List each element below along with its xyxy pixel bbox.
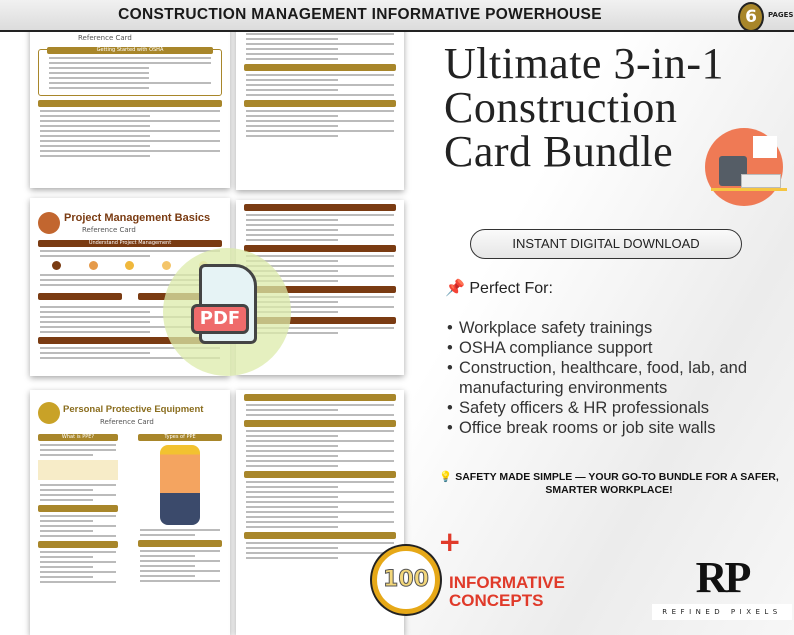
instant-download-button[interactable]: INSTANT DIGITAL DOWNLOAD (470, 229, 742, 259)
pdf-icon: PDF (163, 248, 291, 376)
ppe-subtitle: Reference Card (100, 418, 154, 426)
list-item: Safety officers & HR professionals (447, 398, 792, 418)
use-case-list: Workplace safety trainings OSHA complian… (447, 318, 792, 438)
concepts-line1: INFORMATIVE (449, 573, 565, 592)
list-item: Workplace safety trainings (447, 318, 792, 338)
brand-initials: RP (695, 553, 752, 602)
page-title: Ultimate 3-in-1 Construction Card Bundle (444, 39, 724, 176)
worker-illustration (160, 445, 200, 525)
concepts-count-badge: 100 (372, 546, 440, 614)
osha-subtitle: Reference Card (78, 34, 132, 42)
informative-concepts-label: INFORMATIVE CONCEPTS (449, 574, 565, 610)
list-item: OSHA compliance support (447, 338, 792, 358)
ppe-card-preview: Personal Protective Equipment Reference … (30, 390, 230, 635)
ppe-section-what: What is PPE? (38, 434, 118, 441)
workspace-illustration-icon (705, 128, 787, 206)
perfect-for-heading: 📌 Perfect For: (445, 280, 553, 297)
brand-name: REFINED PIXELS (652, 604, 792, 620)
ppe-title: Personal Protective Equipment (63, 404, 204, 415)
pm-title: Project Management Basics (64, 212, 211, 224)
ppe-section-types: Types of PPE (138, 434, 222, 441)
osha-section-header: Getting Started with OSHA (47, 47, 213, 54)
header-title: CONSTRUCTION MANAGEMENT INFORMATIVE POWE… (118, 6, 602, 23)
page-count-badge: 6 (738, 2, 764, 32)
card-preview-2 (236, 20, 404, 190)
ppe-logo-icon (38, 402, 60, 424)
concepts-line2: CONCEPTS (449, 591, 544, 610)
pm-logo-icon (38, 212, 60, 234)
pm-section-header: Understand Project Management (38, 240, 222, 247)
pdf-label: PDF (191, 304, 249, 334)
osha-card-preview: Reference Card Getting Started with OSHA (30, 20, 230, 188)
plus-icon: + (438, 525, 462, 558)
page-count-label: PAGES (768, 11, 794, 19)
slogan: 💡 SAFETY MADE SIMPLE — YOUR GO-TO BUNDLE… (439, 471, 779, 496)
list-item: Office break rooms or job site walls (447, 418, 792, 438)
header-bar: CONSTRUCTION MANAGEMENT INFORMATIVE POWE… (0, 0, 794, 32)
brand-logo: RP REFINED PIXELS (652, 556, 792, 626)
list-item: Construction, healthcare, food, lab, and… (447, 358, 792, 398)
pm-subtitle: Reference Card (82, 226, 136, 234)
